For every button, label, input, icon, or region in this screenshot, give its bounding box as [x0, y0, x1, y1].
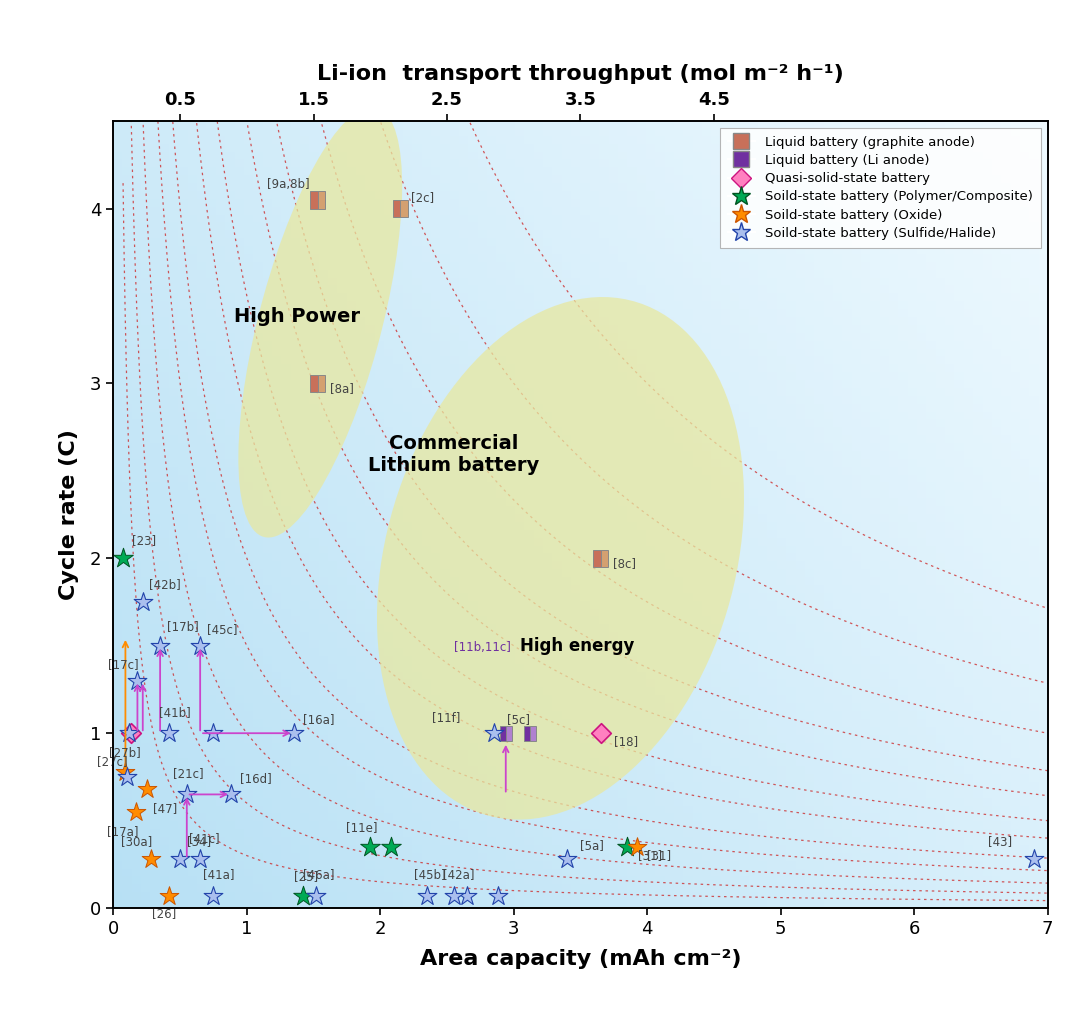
- Bar: [318, 374, 325, 393]
- Text: [41b]: [41b]: [159, 705, 190, 718]
- Point: [361, 838, 378, 855]
- Text: Commercial
Lithium battery: Commercial Lithium battery: [368, 434, 539, 475]
- Point: [191, 851, 208, 867]
- Point: [592, 725, 609, 742]
- Point: [558, 851, 576, 867]
- Legend: Liquid battery (graphite anode), Liquid battery (Li anode), Quasi-solid-state ba: Liquid battery (graphite anode), Liquid …: [720, 128, 1041, 248]
- Bar: [310, 191, 318, 209]
- Text: High Power: High Power: [233, 307, 360, 326]
- Ellipse shape: [239, 107, 402, 538]
- Point: [294, 888, 311, 904]
- Point: [122, 725, 139, 742]
- Text: [23]: [23]: [132, 535, 157, 547]
- Text: [9a,8b]: [9a,8b]: [267, 178, 310, 191]
- Text: [30a]: [30a]: [121, 835, 152, 849]
- Point: [134, 594, 151, 610]
- Text: [16a]: [16a]: [302, 712, 335, 725]
- Ellipse shape: [377, 297, 744, 819]
- Text: [11b,11c]: [11b,11c]: [454, 641, 511, 654]
- Text: [26]: [26]: [152, 907, 176, 920]
- Text: [11e]: [11e]: [346, 821, 377, 834]
- Point: [117, 764, 134, 780]
- Bar: [393, 200, 401, 217]
- Point: [143, 851, 160, 867]
- Point: [445, 888, 462, 904]
- Point: [382, 838, 400, 855]
- Text: High energy: High energy: [521, 637, 635, 655]
- Text: [16d]: [16d]: [240, 772, 272, 785]
- Point: [619, 838, 636, 855]
- Text: [17b]: [17b]: [166, 620, 199, 633]
- Bar: [524, 725, 530, 741]
- Point: [222, 786, 240, 802]
- Point: [1026, 851, 1043, 867]
- Text: [21c]: [21c]: [174, 767, 204, 780]
- Text: [27c]: [27c]: [97, 755, 129, 768]
- Bar: [505, 725, 512, 741]
- Point: [138, 781, 156, 797]
- Point: [118, 769, 135, 785]
- Point: [458, 888, 475, 904]
- Text: [17a]: [17a]: [107, 824, 138, 837]
- Point: [308, 888, 325, 904]
- Point: [127, 804, 145, 820]
- Point: [205, 725, 222, 742]
- Point: [285, 725, 302, 742]
- Point: [161, 725, 178, 742]
- Point: [191, 638, 208, 654]
- Point: [114, 550, 132, 566]
- Point: [485, 725, 502, 742]
- Text: [8a]: [8a]: [329, 382, 353, 396]
- Text: [31]: [31]: [638, 850, 662, 862]
- Point: [205, 888, 222, 904]
- Bar: [401, 200, 407, 217]
- Bar: [310, 374, 318, 393]
- Text: [5c]: [5c]: [508, 712, 530, 725]
- Bar: [500, 725, 505, 741]
- Text: [2c]: [2c]: [411, 192, 434, 205]
- Text: [27b]: [27b]: [109, 746, 141, 759]
- Text: [8c]: [8c]: [612, 557, 635, 570]
- Bar: [530, 725, 536, 741]
- Text: [17c]: [17c]: [108, 659, 138, 672]
- Point: [172, 851, 189, 867]
- Point: [129, 673, 146, 689]
- Text: [25]: [25]: [294, 870, 318, 883]
- Point: [151, 638, 168, 654]
- Text: [34]: [34]: [187, 835, 211, 849]
- Point: [121, 725, 138, 742]
- Point: [418, 888, 435, 904]
- Text: [18]: [18]: [613, 736, 638, 749]
- Text: [42b]: [42b]: [149, 578, 181, 591]
- Bar: [600, 550, 608, 567]
- Y-axis label: Cycle rate (C): Cycle rate (C): [59, 429, 79, 600]
- Text: [46a]: [46a]: [302, 869, 335, 882]
- Text: [43]: [43]: [987, 835, 1012, 849]
- Text: [42a]: [42a]: [443, 869, 474, 882]
- Text: [41a]: [41a]: [203, 869, 234, 882]
- Text: [45c]: [45c]: [207, 624, 238, 637]
- Text: [41c]: [41c]: [189, 831, 220, 845]
- Point: [489, 888, 507, 904]
- Text: [45b]: [45b]: [414, 869, 445, 882]
- Point: [178, 786, 195, 802]
- Text: [5a]: [5a]: [580, 838, 605, 852]
- Text: [47]: [47]: [153, 802, 178, 815]
- Point: [161, 888, 178, 904]
- Point: [627, 838, 645, 855]
- X-axis label: Area capacity (mAh cm⁻²): Area capacity (mAh cm⁻²): [420, 949, 741, 969]
- Bar: [318, 191, 325, 209]
- Text: [31]: [31]: [647, 850, 672, 862]
- Bar: [593, 550, 600, 567]
- X-axis label: Li-ion  transport throughput (mol m⁻² h⁻¹): Li-ion transport throughput (mol m⁻² h⁻¹…: [318, 65, 843, 84]
- Text: [11f]: [11f]: [432, 711, 461, 724]
